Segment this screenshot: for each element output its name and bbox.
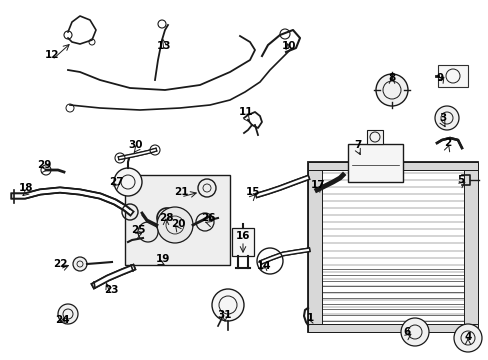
Circle shape: [138, 222, 158, 242]
Text: 28: 28: [159, 213, 173, 223]
Bar: [307, 162, 477, 332]
Circle shape: [375, 74, 407, 106]
Text: 15: 15: [245, 187, 260, 197]
Circle shape: [157, 207, 193, 243]
Circle shape: [114, 168, 142, 196]
Text: 9: 9: [436, 73, 443, 83]
Text: 21: 21: [173, 187, 188, 197]
Text: 26: 26: [201, 213, 215, 223]
Bar: [307, 324, 477, 332]
Text: 10: 10: [281, 41, 296, 51]
Text: 3: 3: [439, 113, 446, 123]
Text: 24: 24: [55, 315, 69, 325]
Circle shape: [453, 324, 481, 352]
Text: 17: 17: [310, 180, 325, 190]
Text: 23: 23: [103, 285, 118, 295]
Text: 5: 5: [456, 175, 464, 185]
Circle shape: [58, 304, 78, 324]
Text: 6: 6: [403, 327, 410, 337]
Text: 20: 20: [170, 219, 185, 229]
Text: 22: 22: [53, 259, 67, 269]
Text: 18: 18: [19, 183, 33, 193]
Text: 30: 30: [128, 140, 143, 150]
Bar: [463, 162, 477, 332]
Text: 16: 16: [235, 231, 250, 241]
Bar: [366, 130, 382, 144]
Text: 2: 2: [444, 138, 451, 148]
Bar: [307, 162, 321, 332]
Bar: [307, 162, 477, 170]
Circle shape: [212, 289, 244, 321]
Circle shape: [434, 106, 458, 130]
Text: 7: 7: [354, 140, 361, 150]
Text: 11: 11: [238, 107, 253, 117]
Circle shape: [73, 257, 87, 271]
Text: 14: 14: [256, 261, 271, 271]
Circle shape: [400, 318, 428, 346]
Text: 8: 8: [387, 73, 395, 83]
Text: 25: 25: [130, 225, 145, 235]
Text: 1: 1: [306, 313, 313, 323]
Bar: [437, 65, 467, 87]
Text: 4: 4: [464, 332, 471, 342]
Text: 29: 29: [37, 160, 51, 170]
Text: 13: 13: [157, 41, 171, 51]
Bar: [231, 228, 253, 256]
Text: 31: 31: [217, 310, 232, 320]
Text: 27: 27: [108, 177, 123, 187]
Bar: [125, 175, 229, 265]
Text: 12: 12: [45, 50, 59, 60]
Bar: [347, 144, 402, 182]
Text: 19: 19: [156, 254, 170, 264]
